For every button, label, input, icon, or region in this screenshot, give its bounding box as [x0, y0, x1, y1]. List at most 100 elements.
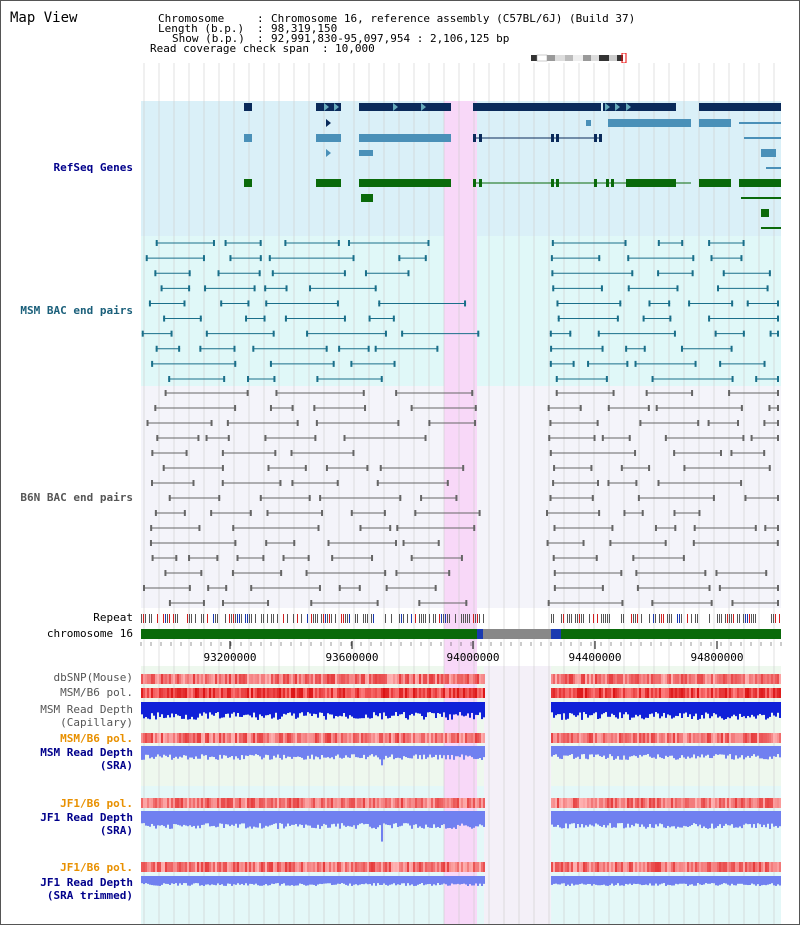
- track-label-jf1-b6-pol[interactable]: JF1/B6 pol.: [60, 797, 133, 810]
- heat-cell: [763, 862, 765, 872]
- track-label-msm-b6-pol[interactable]: MSM/B6 pol.: [60, 686, 133, 699]
- depth-bar: [361, 811, 363, 824]
- bac-end: [551, 270, 554, 277]
- depth-bar: [265, 746, 267, 755]
- heat-cell: [759, 733, 761, 743]
- heat-cell: [229, 798, 231, 808]
- depth-bar: [721, 702, 723, 719]
- depth-bar: [679, 702, 681, 714]
- heat-cell: [395, 798, 397, 808]
- heat-cell: [757, 862, 759, 872]
- bac-end: [366, 465, 369, 471]
- heat-cell: [689, 688, 691, 698]
- heat-cell: [233, 862, 235, 872]
- heat-cell: [623, 674, 625, 684]
- track-label-msm-b6-pol-2[interactable]: MSM/B6 pol.: [60, 732, 133, 745]
- gene-block: [244, 179, 252, 187]
- heat-cell: [773, 862, 775, 872]
- chromosome-ideogram[interactable]: [531, 53, 627, 63]
- heat-cell: [439, 674, 441, 684]
- repeat-mark: [443, 614, 444, 623]
- heat-cell: [739, 733, 741, 743]
- gene-block: [316, 134, 341, 142]
- depth-bar: [183, 876, 185, 884]
- track-label-jf1-read-depth-trimmed[interactable]: JF1 Read Depth: [40, 876, 133, 889]
- heat-cell: [267, 674, 269, 684]
- heat-cell: [323, 862, 325, 872]
- heat-cell: [605, 688, 607, 698]
- heat-cell: [711, 862, 713, 872]
- track-label-repeat[interactable]: Repeat: [93, 611, 133, 624]
- track-label-msm-read-depth-capillary[interactable]: MSM Read Depth: [40, 703, 133, 716]
- depth-bar: [619, 702, 621, 713]
- heat-cell: [707, 862, 709, 872]
- heat-cell: [303, 798, 305, 808]
- heat-cell: [725, 688, 727, 698]
- depth-bar: [281, 746, 283, 760]
- track-label-jf1-read-depth-sra[interactable]: JF1 Read Depth: [40, 811, 133, 824]
- depth-bar: [465, 746, 467, 756]
- heat-cell: [719, 688, 721, 698]
- heat-cell: [463, 798, 465, 808]
- bac-end: [374, 285, 377, 292]
- depth-bar: [141, 876, 143, 884]
- depth-bar: [481, 702, 483, 720]
- heat-cell: [713, 862, 715, 872]
- depth-bar: [481, 746, 483, 760]
- repeat-mark: [469, 614, 470, 623]
- track-label-jf1-b6-pol-2[interactable]: JF1/B6 pol.: [60, 861, 133, 874]
- depth-bar: [573, 876, 575, 886]
- heat-cell: [215, 798, 217, 808]
- heat-cell: [755, 674, 757, 684]
- track-label-chromosome[interactable]: chromosome 16: [46, 627, 133, 640]
- heat-cell: [637, 674, 639, 684]
- repeat-mark: [467, 614, 468, 623]
- depth-bar: [651, 702, 653, 714]
- heat-cell: [285, 674, 287, 684]
- depth-bar: [333, 702, 335, 719]
- depth-bar: [317, 876, 319, 885]
- depth-bar: [647, 876, 649, 886]
- heat-cell: [445, 688, 447, 698]
- repeat-mark: [241, 614, 242, 623]
- bac-end: [224, 240, 227, 246]
- bac-end: [676, 285, 679, 292]
- depth-bar: [673, 876, 675, 886]
- track-label-msm-read-depth-sra[interactable]: MSM Read Depth: [40, 746, 133, 759]
- track-label-dbsnp[interactable]: dbSNP(Mouse): [53, 671, 133, 684]
- heat-cell: [679, 798, 681, 808]
- depth-bar: [181, 746, 183, 758]
- heat-cell: [187, 862, 189, 872]
- track-label-msm-bac-end-pairs[interactable]: MSM BAC end pairs: [20, 304, 133, 317]
- bac-end: [624, 240, 627, 246]
- repeat-mark: [697, 614, 698, 623]
- depth-bar: [707, 702, 709, 714]
- heat-cell: [571, 862, 573, 872]
- heat-cell: [457, 798, 459, 808]
- heat-cell: [715, 798, 717, 808]
- depth-bar: [365, 876, 367, 884]
- depth-bar: [779, 702, 781, 718]
- bac-end: [210, 510, 213, 516]
- bac-end: [331, 555, 334, 561]
- depth-bar: [393, 876, 395, 884]
- heat-cell: [455, 688, 457, 698]
- track-label-refseq-genes[interactable]: RefSeq Genes: [53, 161, 133, 174]
- depth-bar: [771, 811, 773, 824]
- depth-bar: [259, 702, 261, 715]
- heat-cell: [613, 798, 615, 808]
- repeat-mark: [655, 614, 656, 623]
- heat-cell: [353, 798, 355, 808]
- track-label-b6n-bac-end-pairs[interactable]: B6N BAC end pairs: [20, 491, 133, 504]
- depth-bar: [713, 702, 715, 714]
- heat-cell: [591, 674, 593, 684]
- depth-bar: [347, 702, 349, 719]
- depth-bar: [479, 876, 481, 884]
- depth-bar: [603, 746, 605, 756]
- heat-cell: [341, 674, 343, 684]
- heat-cell: [767, 674, 769, 684]
- heat-cell: [423, 798, 425, 808]
- heat-cell: [273, 733, 275, 743]
- heat-cell: [245, 733, 247, 743]
